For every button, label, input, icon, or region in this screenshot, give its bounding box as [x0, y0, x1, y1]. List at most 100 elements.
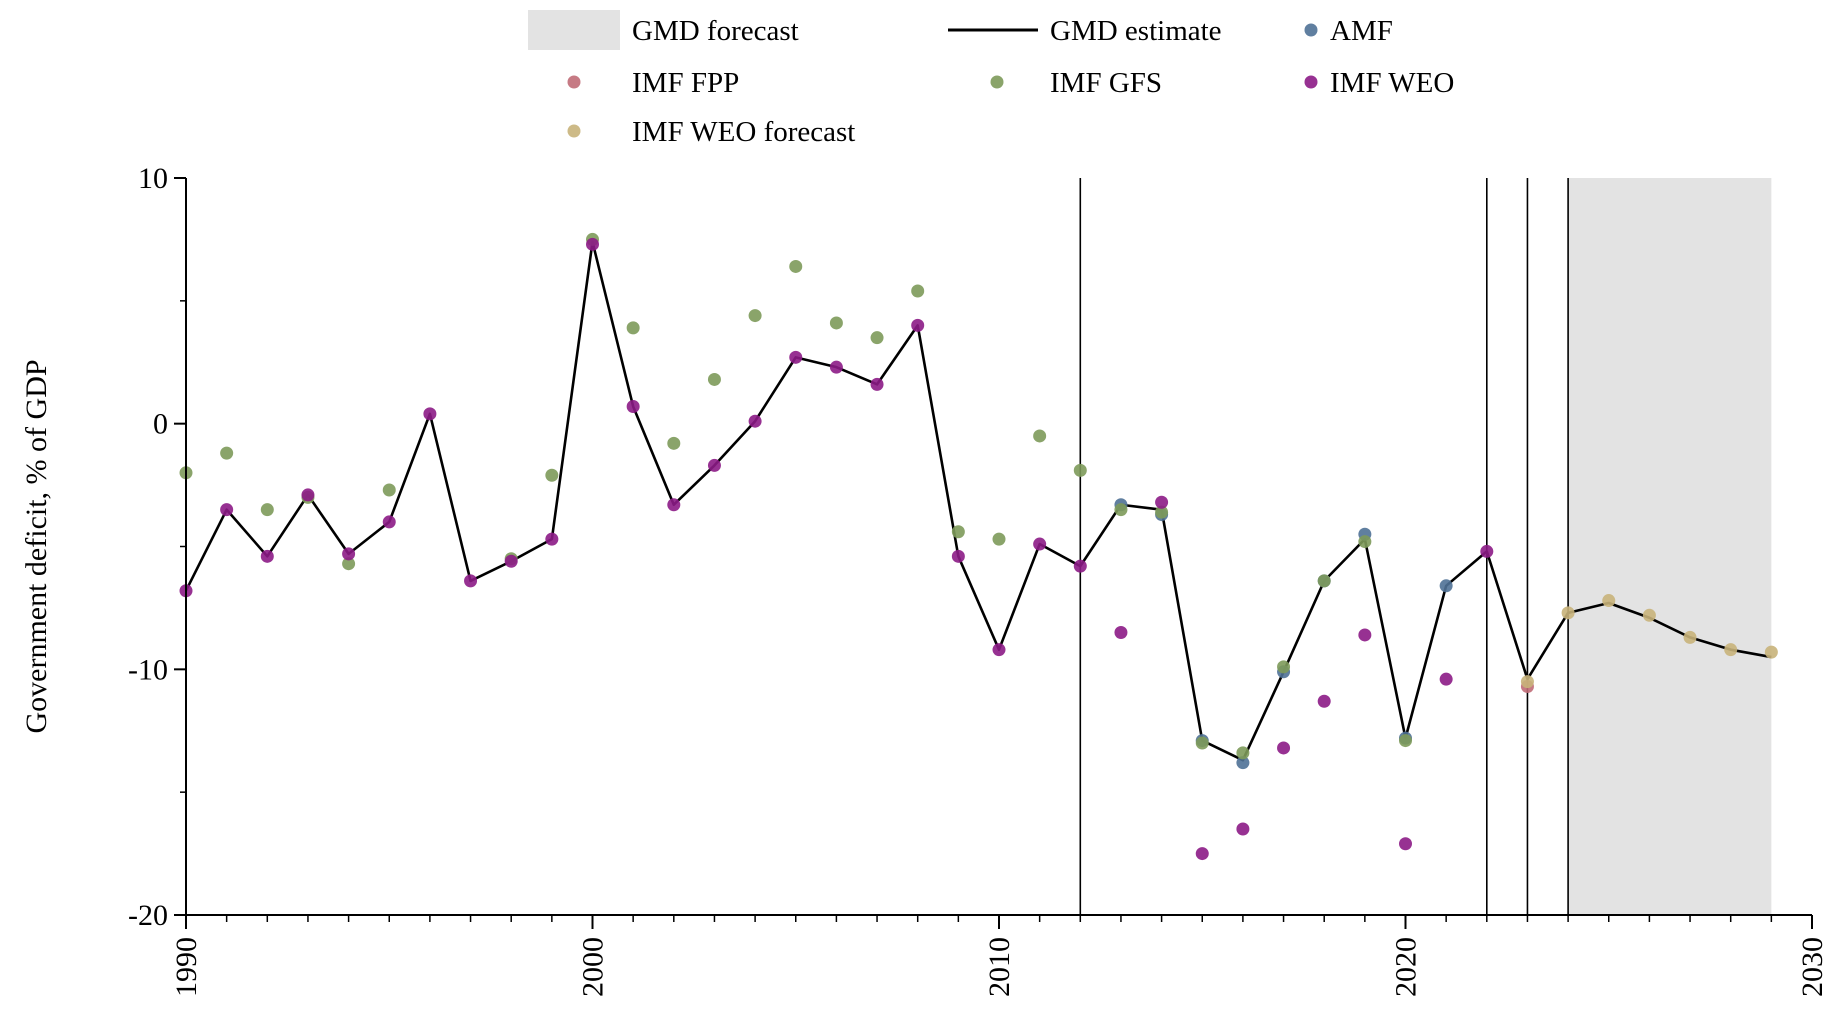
legend-imf-gfs-swatch [990, 75, 1004, 89]
point-amf-2016 [1236, 756, 1250, 770]
point-imf-gfs-1994 [342, 557, 356, 571]
x-tick-label-2000: 2000 [577, 937, 610, 997]
point-imf-weo-1998 [504, 554, 518, 568]
series-line-gmd-estimate [184, 240, 1772, 762]
y-tick-label-10: 10 [138, 162, 168, 195]
scatter-points [179, 232, 1778, 861]
point-imf-weo-forecast-2026 [1642, 608, 1656, 622]
point-imf-gfs-2012 [1073, 463, 1087, 477]
legend-gmd-estimate-label: GMD estimate [1050, 15, 1222, 47]
plot-area [179, 178, 1778, 915]
point-imf-weo-2021 [1439, 672, 1453, 686]
legend-gmd-forecast-label: GMD forecast [632, 15, 799, 47]
x-tick-label-2010: 2010 [983, 937, 1016, 997]
point-imf-weo-2013 [1114, 625, 1128, 639]
legend-imf-fpp-swatch [567, 75, 581, 89]
legend-imf-weo-swatch [1304, 75, 1318, 89]
point-imf-weo-2015 [1195, 847, 1209, 861]
point-imf-gfs-2018 [1317, 574, 1331, 588]
point-imf-gfs-1999 [545, 468, 559, 482]
legend-amf-swatch [1304, 23, 1318, 37]
y-tick-label--10: -10 [128, 653, 168, 686]
point-imf-weo-forecast-2028 [1724, 643, 1738, 657]
point-imf-gfs-2016 [1236, 746, 1250, 760]
point-imf-weo-forecast-2029 [1764, 645, 1778, 659]
series-imf-weo-forecast [1520, 594, 1778, 689]
point-imf-weo-1995 [382, 515, 396, 529]
point-imf-weo-2000 [586, 237, 599, 251]
point-imf-weo-2018 [1317, 694, 1331, 708]
legend-imf-fpp-label: IMF FPP [632, 67, 739, 99]
point-imf-gfs-2013 [1114, 503, 1128, 517]
point-imf-weo-2020 [1399, 837, 1412, 851]
x-tick-label-2020: 2020 [1390, 937, 1423, 997]
point-imf-weo-2004 [748, 414, 762, 428]
point-imf-weo-2016 [1236, 822, 1250, 836]
point-imf-weo-2001 [626, 399, 640, 413]
point-amf-2021 [1439, 579, 1453, 593]
legend-imf-weo-forecast-swatch [567, 124, 581, 138]
point-imf-gfs-2003 [707, 372, 721, 386]
point-imf-weo-forecast-2024 [1561, 606, 1575, 620]
point-imf-weo-2010 [992, 643, 1006, 657]
point-imf-weo-1996 [423, 407, 437, 421]
legend-imf-weo-label: IMF WEO [1330, 67, 1454, 99]
point-imf-gfs-1995 [382, 483, 396, 497]
point-imf-gfs-2011 [1033, 429, 1047, 443]
point-imf-weo-1993 [301, 488, 315, 502]
point-imf-weo-2003 [707, 458, 721, 472]
point-imf-weo-2006 [829, 360, 843, 374]
point-imf-gfs-2010 [992, 532, 1006, 546]
point-imf-weo-2019 [1358, 628, 1372, 642]
point-imf-weo-forecast-2023 [1520, 675, 1534, 689]
point-imf-gfs-2014 [1155, 505, 1169, 519]
point-imf-weo-2011 [1033, 537, 1047, 551]
point-imf-weo-1994 [342, 547, 356, 561]
point-imf-gfs-2019 [1358, 535, 1372, 549]
y-tick-label--20: -20 [128, 899, 168, 932]
point-imf-gfs-2001 [626, 321, 640, 335]
legend-imf-weo-forecast-label: IMF WEO forecast [632, 116, 855, 148]
point-imf-weo-2007 [870, 377, 884, 391]
point-imf-gfs-2017 [1277, 660, 1291, 674]
y-axis-title: Government deficit, % of GDP [20, 359, 53, 733]
legend: GMD forecast GMD estimate AMF IMF FPP IMF GF… [528, 10, 1454, 148]
point-imf-weo-1997 [464, 574, 478, 588]
legend-gmd-forecast-swatch [528, 10, 620, 50]
point-imf-gfs-1992 [260, 503, 274, 517]
x-tick-label-2030: 2030 [1796, 937, 1829, 997]
point-imf-weo-2009 [951, 549, 965, 563]
y-tick-label-0: 0 [153, 408, 168, 441]
point-imf-weo-1991 [220, 503, 234, 517]
series-imf-gfs [179, 232, 1412, 760]
point-imf-weo-2022 [1480, 544, 1494, 558]
point-imf-weo-2002 [667, 498, 681, 512]
point-imf-gfs-2002 [667, 436, 681, 450]
point-imf-gfs-2006 [829, 316, 843, 330]
series-amf [1114, 498, 1453, 770]
point-imf-gfs-2009 [951, 525, 965, 539]
point-imf-gfs-2007 [870, 331, 884, 345]
legend-amf-label: AMF [1330, 15, 1393, 47]
point-imf-weo-2008 [911, 318, 925, 332]
point-imf-weo-forecast-2027 [1683, 630, 1697, 644]
point-imf-gfs-2004 [748, 309, 762, 323]
x-tick-label-1990: 1990 [170, 937, 203, 997]
axes: -20 -10 0 10 1990 2000 2010 2020 2030 [128, 162, 1829, 997]
point-imf-weo-2014 [1155, 495, 1169, 509]
point-imf-gfs-1991 [220, 446, 234, 460]
point-imf-gfs-2015 [1195, 736, 1209, 750]
point-imf-weo-1999 [545, 532, 559, 546]
forecast-region [1568, 178, 1772, 915]
point-imf-weo-2017 [1277, 741, 1291, 755]
point-imf-weo-2012 [1073, 559, 1087, 573]
legend-imf-gfs-label: IMF GFS [1050, 67, 1162, 99]
point-imf-gfs-2005 [789, 259, 803, 273]
vertical-markers [1079, 178, 1569, 915]
point-imf-weo-2005 [789, 350, 803, 364]
series-imf-weo [179, 237, 1494, 861]
point-imf-weo-forecast-2025 [1602, 594, 1616, 608]
point-imf-gfs-2008 [911, 284, 925, 298]
point-imf-weo-1992 [260, 549, 274, 563]
